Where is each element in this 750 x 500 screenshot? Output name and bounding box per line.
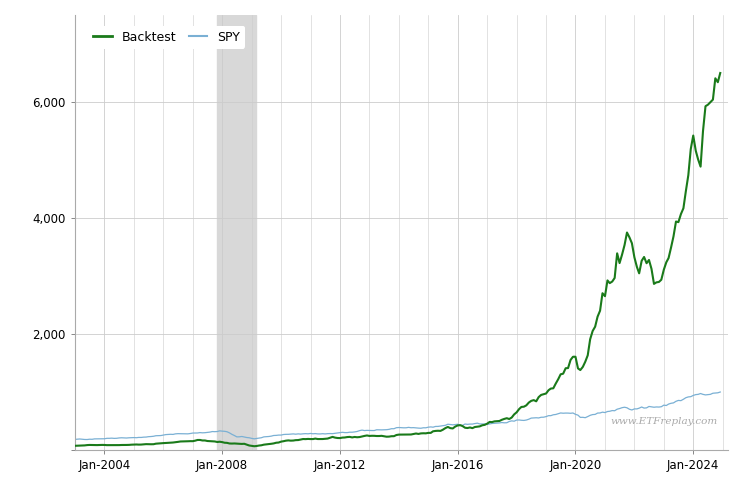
Legend: Backtest, SPY: Backtest, SPY: [88, 26, 245, 48]
Bar: [217, 15, 256, 450]
Text: www.ETFreplay.com: www.ETFreplay.com: [610, 417, 718, 426]
